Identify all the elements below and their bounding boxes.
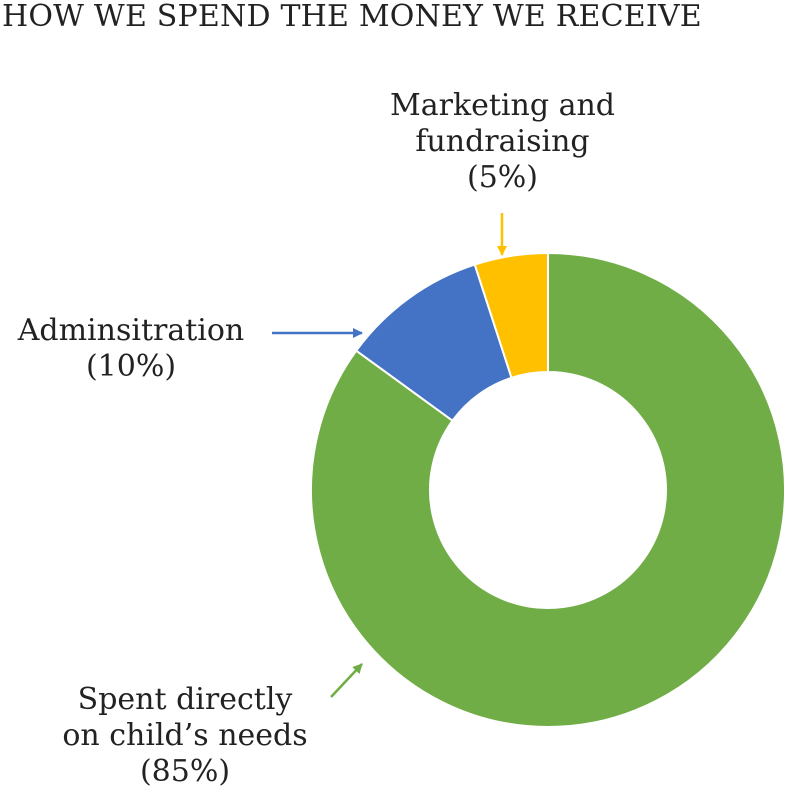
slice-label-spent-line1: Spent directly bbox=[77, 682, 293, 717]
slice-marketing bbox=[473, 251, 549, 380]
slice-label-spent-line2: on child’s needs bbox=[62, 718, 308, 753]
slice-label-marketing: Marketing and fundraising (5%) bbox=[355, 88, 650, 196]
slice-spent-directly bbox=[310, 251, 786, 728]
slice-label-marketing-line1: Marketing and bbox=[390, 88, 615, 123]
slice-label-marketing-percent: (5%) bbox=[466, 160, 538, 195]
spent-leader-arrow bbox=[330, 663, 363, 698]
slice-label-spent: Spent directly on child’s needs (85%) bbox=[40, 682, 330, 790]
slice-label-administration-percent: (10%) bbox=[85, 349, 177, 384]
slice-label-administration-line1: Adminsitration bbox=[17, 313, 245, 348]
slice-label-administration: Adminsitration (10%) bbox=[0, 313, 262, 385]
chart-title: HOW WE SPEND THE MONEY WE RECEIVE bbox=[2, 0, 702, 34]
slice-label-spent-percent: (85%) bbox=[139, 754, 231, 789]
slice-label-marketing-line2: fundraising bbox=[415, 124, 590, 159]
